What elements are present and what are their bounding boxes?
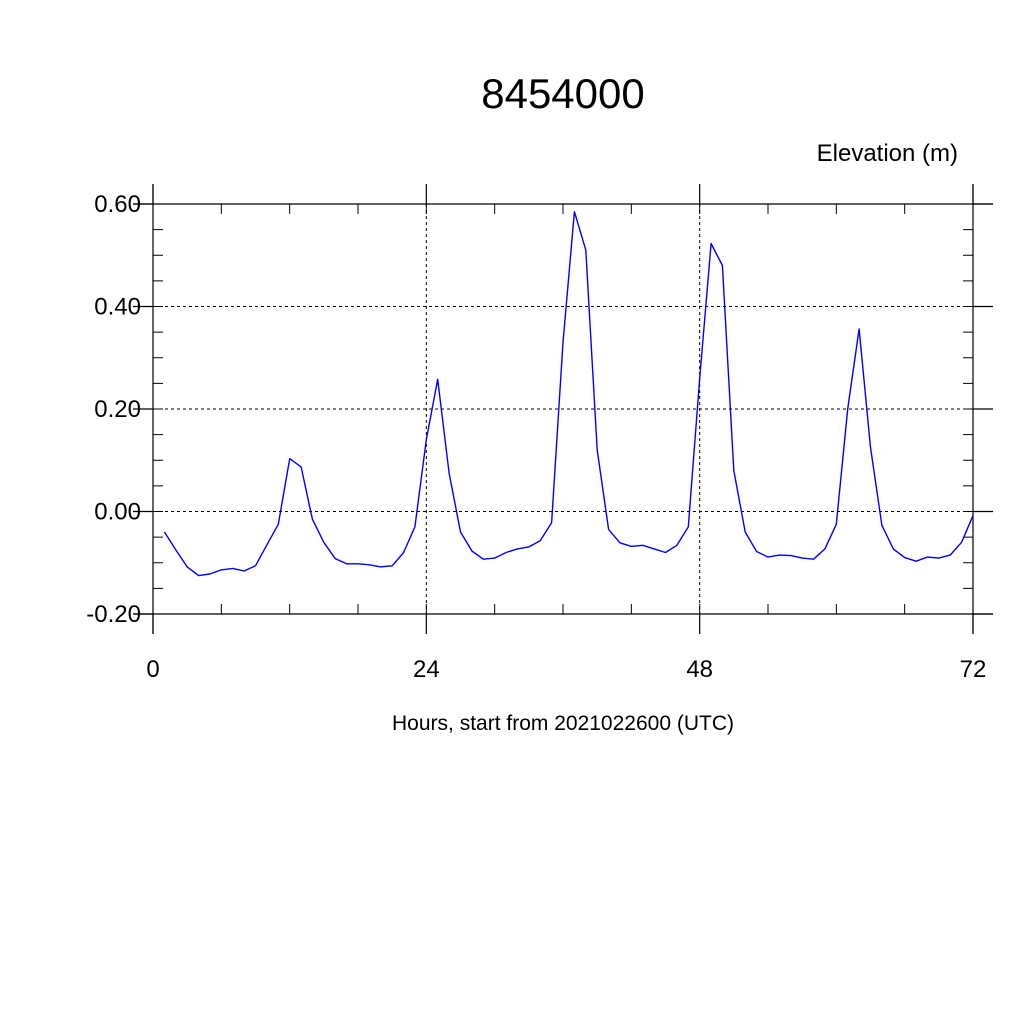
y-tick-label: 0.20 <box>94 396 141 423</box>
x-tick-label: 0 <box>146 656 159 683</box>
elevation-line <box>163 210 974 577</box>
plot-frame <box>133 184 993 634</box>
y-tick-label: 0.60 <box>94 191 141 218</box>
chart-title: 8454000 <box>481 70 645 117</box>
tick-label-layer: -0.20 0.00 0.20 0.40 0.60 0 24 48 72 <box>86 191 986 683</box>
x-tick-label: 72 <box>960 656 987 683</box>
series-layer <box>163 210 974 577</box>
x-tick-label: 48 <box>686 656 713 683</box>
y-tick-label: 0.00 <box>94 499 141 526</box>
y-tick-label: 0.40 <box>94 294 141 321</box>
x-tick-label: 24 <box>413 656 440 683</box>
y-tick-label: -0.20 <box>86 601 141 628</box>
x-axis-label: Hours, start from 2021022600 (UTC) <box>392 712 734 735</box>
y-axis-label: Elevation (m) <box>817 140 958 167</box>
